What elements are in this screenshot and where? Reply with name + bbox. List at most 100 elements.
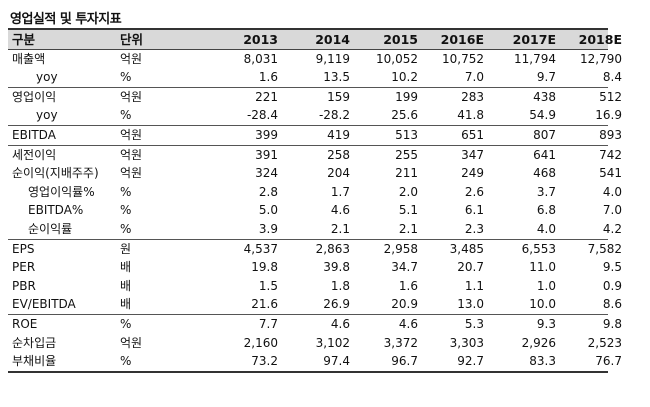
value-cell: 1.0 — [536, 278, 556, 293]
value-cell: 3,303 — [449, 335, 484, 350]
row-group: ROE% 7.7 4.6 4.6 5.3 9.3 9.8 순차입금 억원 2,160 3,102 3,… — [8, 315, 622, 373]
value-cell: 4.0 — [536, 221, 556, 236]
table-row: yoy% -28.4 -28.2 25.6 41.8 54.9 16.9 — [8, 106, 622, 125]
table-row: 영업이익률%% 2.8 1.7 2.0 2.6 3.7 4.0 — [8, 183, 622, 202]
value-cell: 1.6 — [398, 278, 418, 293]
row-unit: 배 — [120, 278, 132, 293]
row-unit: 배 — [120, 260, 132, 275]
value-cell: 3,102 — [315, 335, 350, 350]
value-cell: 4.6 — [398, 316, 418, 331]
value-cell: 8,031 — [243, 51, 278, 66]
table-row: ROE% 7.7 4.6 4.6 5.3 9.3 9.8 — [8, 315, 622, 334]
row-group: EBITDA 억원 399 419 513 651 807 893 — [8, 126, 622, 146]
row-unit: 억원 — [120, 335, 143, 350]
value-cell: 2.1 — [330, 221, 350, 236]
value-cell: 54.9 — [529, 108, 556, 123]
value-cell: 1.5 — [258, 278, 278, 293]
value-cell: 1.6 — [258, 70, 278, 85]
table-body: 매출액 억원 8,031 9,119 10,052 10,752 11,794 12,790 y… — [8, 50, 622, 373]
header-row: 구분 단위 2013 2014 2015 2016E 2017E 2018E — [8, 28, 622, 50]
value-cell: 41.8 — [457, 108, 484, 123]
value-cell: 1.8 — [330, 278, 350, 293]
value-cell: 2,958 — [383, 241, 418, 256]
value-cell: 2,523 — [587, 335, 622, 350]
value-cell: 12,790 — [580, 51, 622, 66]
row-label: 영업이익률% — [28, 184, 95, 199]
value-cell: 3,372 — [383, 335, 418, 350]
row-label: EBITDA — [12, 127, 56, 142]
row-label: 순이익률 — [28, 221, 73, 236]
table-row: PBR 배 1.5 1.8 1.6 1.1 1.0 0.9 — [8, 277, 622, 296]
value-cell: 4.6 — [330, 203, 350, 218]
row-label: 매출액 — [12, 51, 46, 66]
value-cell: 9.5 — [602, 260, 622, 275]
value-cell: 6.1 — [464, 203, 484, 218]
value-cell: 7.7 — [258, 316, 278, 331]
value-cell: 8.4 — [602, 70, 622, 85]
row-label: 순이익(지배주주) — [12, 166, 99, 181]
value-cell: 2.1 — [398, 221, 418, 236]
row-unit: 억원 — [120, 89, 143, 104]
value-cell: 283 — [461, 89, 484, 104]
value-cell: 4.2 — [602, 221, 622, 236]
value-cell: 10.2 — [391, 70, 418, 85]
row-unit: % — [120, 203, 132, 218]
value-cell: 1.7 — [330, 184, 350, 199]
value-cell: 96.7 — [391, 354, 418, 369]
value-cell: 893 — [599, 127, 622, 142]
table-row: EPS 원 4,537 2,863 2,958 3,485 6,553 7,582 — [8, 240, 622, 259]
row-label: 부채비율 — [12, 354, 57, 369]
value-cell: 3.9 — [258, 221, 278, 236]
row-unit: 억원 — [120, 51, 143, 66]
value-cell: 20.7 — [457, 260, 484, 275]
value-cell: 2,926 — [521, 335, 556, 350]
table-title: 영업실적 및 투자지표 — [10, 12, 122, 27]
row-unit: 억원 — [120, 166, 143, 181]
table-row: 부채비율% 73.2 97.4 96.7 92.7 83.3 76.7 — [8, 352, 622, 371]
value-cell: 7.0 — [602, 203, 622, 218]
header-2014: 2014 — [315, 32, 350, 47]
financial-table: 구분 단위 2013 2014 2015 2016E 2017E 2018E 매… — [8, 28, 622, 373]
value-cell: 1.1 — [464, 278, 484, 293]
value-cell: 73.2 — [251, 354, 278, 369]
value-cell: 7.0 — [464, 70, 484, 85]
row-group: EPS 원 4,537 2,863 2,958 3,485 6,553 7,582 PER 배 19… — [8, 240, 622, 315]
value-cell: 513 — [395, 127, 418, 142]
row-label: PER — [12, 260, 36, 275]
value-cell: 2.0 — [398, 184, 418, 199]
value-cell: 25.6 — [391, 108, 418, 123]
value-cell: 8.6 — [602, 297, 622, 312]
value-cell: 258 — [327, 147, 350, 162]
value-cell: 26.9 — [323, 297, 350, 312]
table-row: EV/EBITDA 배 21.6 26.9 20.9 13.0 10.0 8.6 — [8, 295, 622, 314]
table-row: 순이익(지배주주) 억원 324 204 211 249 468 541 — [8, 164, 622, 183]
value-cell: 399 — [255, 127, 278, 142]
value-cell: 324 — [255, 166, 278, 181]
value-cell: 391 — [255, 147, 278, 162]
value-cell: 255 — [395, 147, 418, 162]
row-label: 순차입금 — [12, 335, 57, 350]
value-cell: 5.0 — [258, 203, 278, 218]
header-unit: 단위 — [120, 32, 144, 47]
value-cell: 0.9 — [602, 278, 622, 293]
value-cell: 249 — [461, 166, 484, 181]
row-unit: % — [120, 316, 132, 331]
value-cell: 20.9 — [391, 297, 418, 312]
table-row: yoy% 1.6 13.5 10.2 7.0 9.7 8.4 — [8, 68, 622, 87]
table-row: 순이익률% 3.9 2.1 2.1 2.3 4.0 4.2 — [8, 220, 622, 239]
header-2016e: 2016E — [440, 32, 484, 47]
value-cell: 9,119 — [315, 51, 350, 66]
value-cell: 221 — [255, 89, 278, 104]
table-row: 순차입금 억원 2,160 3,102 3,372 3,303 2,926 2,523 — [8, 334, 622, 353]
value-cell: 512 — [599, 89, 622, 104]
value-cell: -28.4 — [246, 108, 278, 123]
value-cell: 468 — [533, 166, 556, 181]
value-cell: 4.0 — [602, 184, 622, 199]
value-cell: 83.3 — [529, 354, 556, 369]
value-cell: 13.5 — [323, 70, 350, 85]
value-cell: 10,052 — [376, 51, 418, 66]
row-unit: % — [120, 354, 132, 369]
value-cell: 2.3 — [464, 221, 484, 236]
value-cell: -28.2 — [318, 108, 350, 123]
value-cell: 199 — [395, 89, 418, 104]
